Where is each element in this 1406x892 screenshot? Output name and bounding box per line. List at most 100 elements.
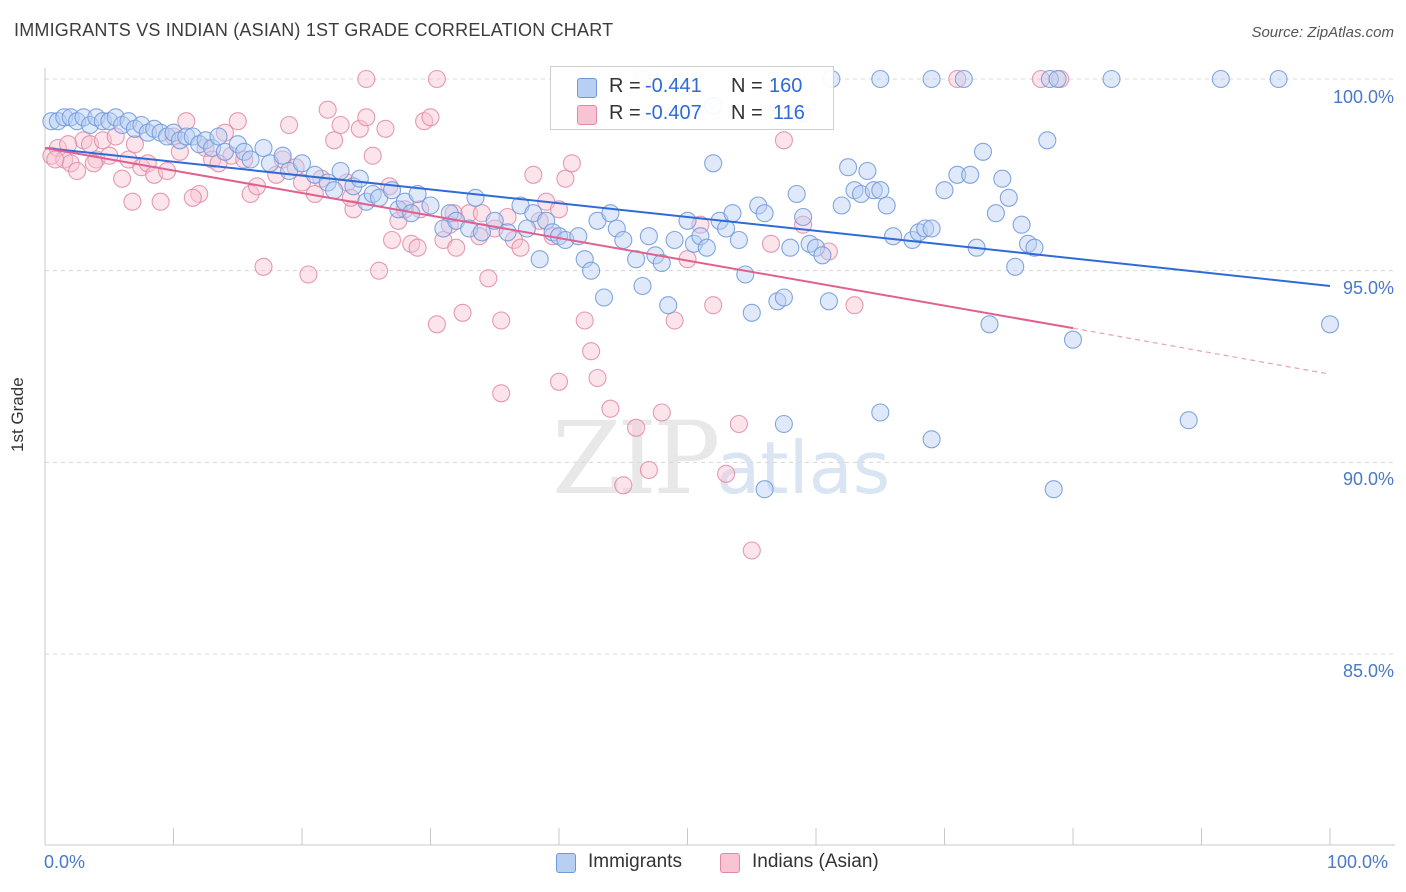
- trend-lines: [44, 147, 1331, 375]
- legend-item-label: Indians (Asian): [752, 851, 879, 872]
- immigrants-point: [787, 184, 806, 204]
- immigrants-point: [582, 261, 601, 280]
- immigrants-point: [999, 188, 1018, 207]
- immigrants-point: [575, 250, 594, 269]
- indians-point: [549, 200, 569, 219]
- indians-point: [704, 296, 723, 315]
- legend-r-value: -0.407: [645, 102, 702, 124]
- immigrants-point: [871, 181, 890, 200]
- legend-swatch-blue: [556, 853, 576, 873]
- immigrants-point: [1025, 238, 1044, 257]
- immigrants-point: [980, 315, 999, 334]
- indians-point: [427, 315, 446, 334]
- indians-point: [652, 403, 671, 422]
- watermark-atlas: atlas: [716, 426, 891, 510]
- immigrants-point: [922, 430, 941, 449]
- immigrants-point: [806, 238, 826, 257]
- legend-swatch-blue: [577, 78, 597, 98]
- immigrants-point: [755, 204, 774, 223]
- indians-point: [479, 269, 498, 288]
- indians-point: [113, 169, 132, 188]
- indians-point: [588, 368, 607, 388]
- indians-point: [774, 131, 793, 150]
- indians-point: [357, 108, 376, 127]
- indians-point: [318, 100, 337, 119]
- y-tick-label: 95.0%: [1342, 278, 1394, 298]
- immigrants-point: [350, 169, 369, 188]
- indians-point: [948, 69, 967, 89]
- immigrants-point: [485, 211, 504, 230]
- legend-r-value: -0.441: [645, 75, 702, 97]
- x-tick-label: 0.0%: [44, 852, 86, 872]
- immigrants-point: [871, 69, 890, 89]
- immigrants-point: [594, 288, 614, 307]
- indians-point: [717, 464, 736, 483]
- immigrants-point: [794, 207, 813, 227]
- immigrants-point: [1006, 257, 1025, 276]
- indians-point: [421, 108, 440, 127]
- immigrants-point: [723, 204, 742, 223]
- legend-r-label: R =: [609, 102, 641, 124]
- indians-trend-line: [44, 147, 1074, 330]
- immigrants-point: [665, 230, 684, 250]
- legend-swatch-pink: [720, 853, 740, 873]
- immigrants-point: [736, 265, 755, 284]
- immigrants-point: [922, 219, 941, 238]
- immigrants-point: [254, 138, 273, 158]
- immigrants-point: [652, 253, 671, 273]
- immigrants-point: [871, 403, 890, 422]
- indians-point: [524, 165, 543, 184]
- axes: [44, 68, 1395, 846]
- series-immigrants-points: [42, 69, 1340, 499]
- immigrants-point: [659, 296, 678, 315]
- source-credit: Source: ZipAtlas.com: [1251, 24, 1394, 41]
- indians-point: [370, 261, 389, 280]
- indians-point: [177, 112, 196, 131]
- immigrants-point: [916, 219, 935, 238]
- immigrants-point: [755, 480, 774, 499]
- immigrants-point: [1040, 69, 1059, 89]
- legend-n-value: 160: [769, 75, 803, 97]
- indians-point: [235, 150, 254, 169]
- immigrants-point: [813, 246, 832, 265]
- immigrants-point: [639, 227, 658, 246]
- indians-point: [254, 257, 273, 276]
- indians-point: [582, 342, 601, 361]
- immigrants-point: [633, 276, 652, 296]
- indians-point: [742, 541, 761, 560]
- indians-point: [453, 303, 472, 322]
- legend-swatch-pink: [577, 105, 597, 125]
- immigrants-point: [774, 414, 793, 434]
- indians-point: [151, 192, 170, 211]
- immigrants-point: [729, 230, 748, 250]
- immigrants-point: [1038, 131, 1057, 150]
- immigrants-point: [877, 196, 896, 215]
- indians-point: [427, 69, 446, 89]
- immigrants-point: [530, 250, 549, 269]
- immigrants-point: [858, 161, 877, 181]
- indians-point: [511, 238, 530, 257]
- immigrants-point: [331, 161, 350, 181]
- immigrants-point: [421, 196, 440, 215]
- immigrants-point: [954, 69, 973, 89]
- legend-n-label: N =: [731, 75, 763, 97]
- y-tick-label: 90.0%: [1342, 469, 1394, 489]
- immigrants-point: [1063, 330, 1083, 349]
- indians-point: [562, 154, 581, 173]
- immigrants-point: [466, 188, 485, 207]
- indians-point: [299, 265, 318, 284]
- legend-item-label: Immigrants: [588, 851, 682, 872]
- indians-point: [492, 384, 511, 403]
- indians-point: [331, 115, 350, 135]
- immigrants-point: [1102, 69, 1121, 89]
- y-tick-label: 100.0%: [1332, 87, 1394, 107]
- immigrants-point: [1211, 69, 1230, 89]
- immigrants-point: [1044, 480, 1063, 499]
- indians-point: [639, 460, 658, 480]
- immigrants-point: [1179, 411, 1198, 430]
- immigrants-point: [704, 154, 723, 173]
- immigrants-point: [832, 196, 851, 215]
- immigrants-point: [678, 211, 697, 230]
- immigrants-point: [1048, 69, 1067, 89]
